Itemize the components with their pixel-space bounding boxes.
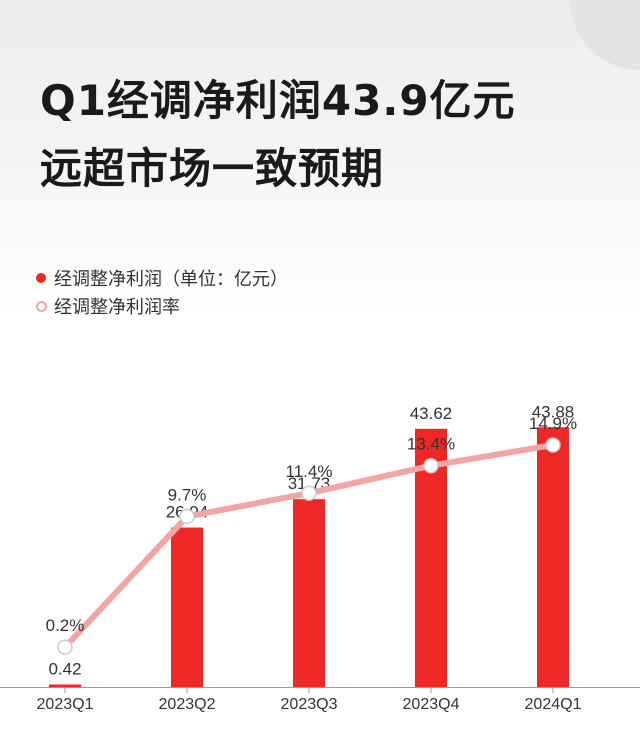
x-tick-label: 2024Q1 [525, 696, 582, 713]
profit-bar [49, 684, 81, 687]
legend-bar-swatch-icon [36, 273, 46, 283]
profit-data-label: 0.42 [48, 660, 81, 679]
margin-point [423, 457, 439, 474]
profit-bar [171, 527, 203, 687]
profit-bar [293, 499, 325, 687]
profit-data-label: 43.88 [532, 402, 575, 421]
x-tick-label: 2023Q2 [159, 696, 216, 713]
margin-data-label: 11.4% [286, 462, 333, 481]
legend-item-profit: 经调整净利润（单位：亿元） [36, 264, 288, 292]
profit-bar [537, 427, 569, 687]
x-tick-label: 2023Q1 [37, 696, 94, 713]
margin-point [545, 437, 561, 453]
margin-point [301, 485, 317, 501]
margin-data-label: 14.9% [529, 414, 577, 433]
margin-data-label: 13.4% [407, 435, 455, 454]
chart-legend: 经调整净利润（单位：亿元） 经调整净利润率 [36, 264, 288, 320]
legend-label-margin: 经调整净利润率 [54, 297, 180, 318]
legend-line-swatch-icon [36, 300, 47, 312]
x-tick-label: 2023Q3 [281, 696, 338, 713]
x-tick-label: 2023Q4 [403, 696, 460, 713]
margin-data-label: 0.2% [46, 616, 85, 635]
legend-label-profit: 经调整净利润（单位：亿元） [54, 269, 288, 290]
profit-chart: 2023Q12023Q22023Q32023Q42024Q10.4226.943… [0, 402, 640, 713]
headline-line-1: Q1经调净利润43.9亿元 [40, 76, 516, 125]
margin-point [57, 639, 73, 655]
headline-line-2: 远超市场一致预期 [40, 144, 385, 193]
header-background [0, 0, 640, 320]
legend-item-margin: 经调整净利润率 [36, 292, 288, 320]
profit-data-label: 43.62 [410, 404, 453, 423]
margin-data-label: 9.7% [168, 486, 207, 505]
margin-point [179, 508, 195, 525]
